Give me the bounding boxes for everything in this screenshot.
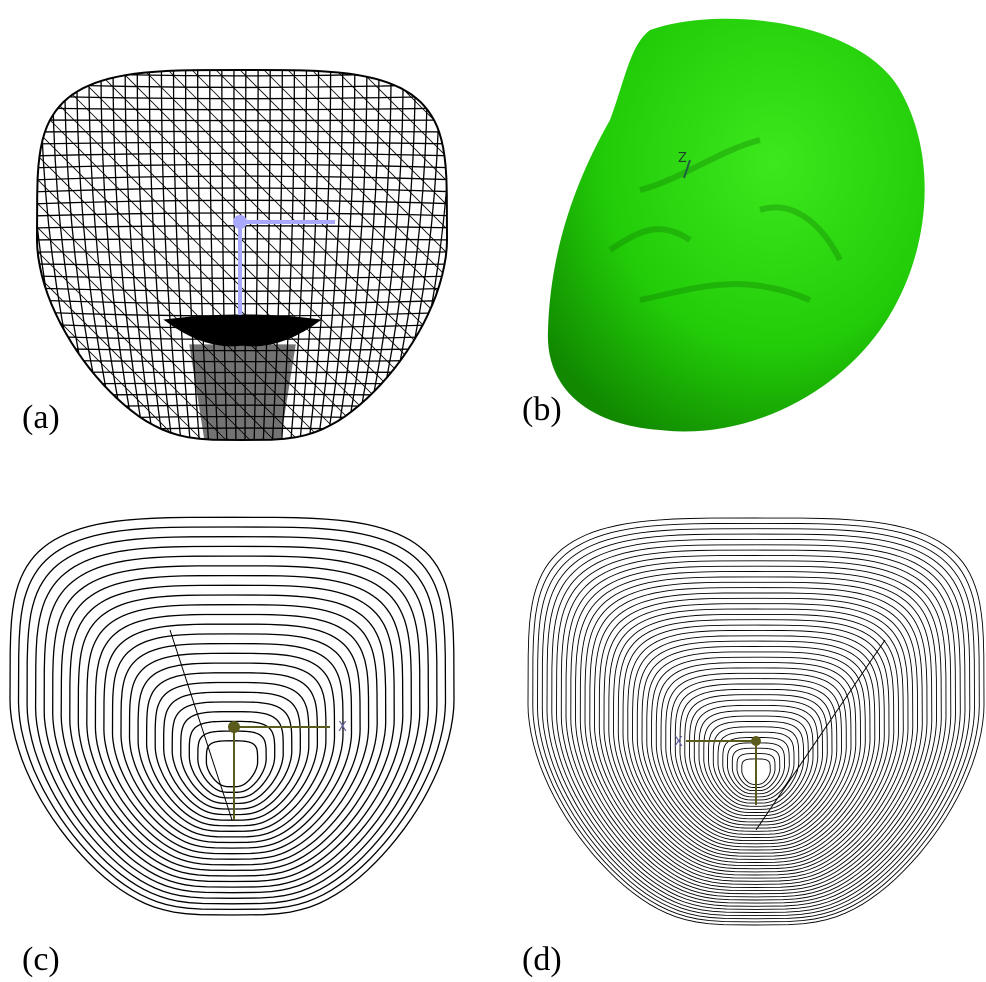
contour xyxy=(138,663,326,831)
gizmo-center xyxy=(229,722,239,732)
mesh-line xyxy=(317,0,343,450)
mesh-line xyxy=(0,0,212,450)
mesh-line xyxy=(0,0,164,450)
mesh-line xyxy=(326,0,355,450)
contour xyxy=(10,517,454,915)
page: Z X X (a) (b) (c) (d) (() => { const dat… xyxy=(0,0,986,982)
mesh-line xyxy=(353,0,391,450)
gizmo-label: X xyxy=(674,735,683,750)
mesh-line xyxy=(0,0,188,450)
mouth-dense xyxy=(165,315,320,346)
panel-label: (a) xyxy=(22,399,60,436)
panel-label: (c) xyxy=(22,941,60,978)
mesh-line xyxy=(30,120,460,121)
mesh-line xyxy=(101,0,137,450)
mesh-line xyxy=(0,0,356,450)
mesh-line xyxy=(335,0,367,450)
chin-dense xyxy=(190,345,295,440)
mesh-line xyxy=(0,0,20,450)
guide xyxy=(170,630,232,820)
gizmo-center xyxy=(752,737,760,745)
mesh-line xyxy=(30,24,460,26)
mesh-line xyxy=(0,0,140,450)
mesh-line xyxy=(0,0,68,450)
contour xyxy=(585,582,927,887)
contour xyxy=(590,588,923,885)
mesh-line xyxy=(30,142,460,144)
mesh-line xyxy=(30,131,460,132)
mesh-line xyxy=(137,0,164,450)
mesh-line xyxy=(371,0,415,450)
mesh-line xyxy=(149,0,173,450)
contour xyxy=(164,692,301,814)
mesh-line xyxy=(30,96,460,99)
mesh-line xyxy=(89,0,128,450)
mesh-line xyxy=(122,0,572,450)
panel-label: (d) xyxy=(522,941,562,978)
mesh-line xyxy=(30,108,460,110)
green-face xyxy=(548,19,925,432)
mesh-line xyxy=(30,60,460,64)
panel-b: Z xyxy=(548,19,925,432)
gizmo-center xyxy=(235,217,245,227)
contour xyxy=(19,527,446,909)
panel-label: (b) xyxy=(522,391,562,428)
mesh-line xyxy=(30,12,460,13)
mesh-line xyxy=(308,0,331,450)
mesh-line xyxy=(0,0,92,450)
figure: Z X X (a) (b) (c) (d) xyxy=(0,0,986,982)
mesh-line xyxy=(380,0,427,450)
mesh-line xyxy=(30,48,460,52)
panel-c: X xyxy=(10,517,454,915)
gizmo xyxy=(235,217,335,315)
mesh-line xyxy=(41,0,92,450)
mesh-line xyxy=(0,0,116,450)
mesh-line xyxy=(53,0,101,450)
mesh-line xyxy=(30,36,460,39)
contour xyxy=(95,615,368,860)
gizmo-label: X xyxy=(338,720,347,735)
mesh-line xyxy=(125,0,155,450)
panel-d: X xyxy=(528,518,984,925)
contour xyxy=(155,683,309,821)
mesh-line xyxy=(65,0,110,450)
gizmo-label: Z xyxy=(678,151,687,166)
